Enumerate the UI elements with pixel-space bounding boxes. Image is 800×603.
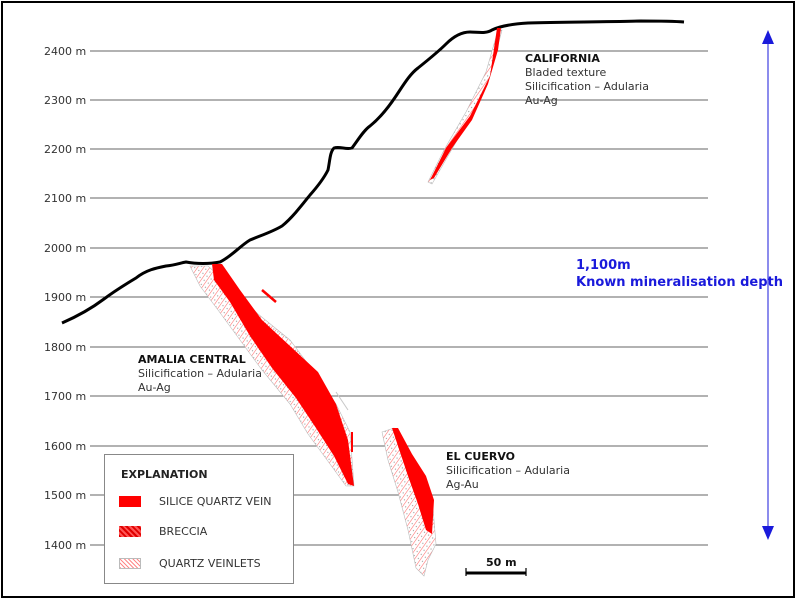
elevation-label: 2200 m [44,143,86,156]
depth-arrow [762,30,774,540]
legend-label: QUARTZ VEINLETS [159,557,261,570]
legend-title: EXPLANATION [121,468,208,481]
elevation-label: 2300 m [44,94,86,107]
zone-title: EL CUERVO [446,450,515,463]
legend-label: BRECCIA [159,525,208,538]
elevation-labels: 2400 m 2300 m 2200 m 2100 m 2000 m 1900 … [44,45,86,552]
zone-title: CALIFORNIA [525,52,600,65]
elevation-label: 2100 m [44,192,86,205]
zone-description: Silicification – Adularia [446,464,570,477]
scale-bar [465,568,527,576]
arrow-up-icon [762,30,774,44]
depth-label: Known mineralisation depth [576,275,783,290]
zone-description: Bladed texture [525,66,607,79]
el-cuervo-vein [381,427,437,577]
california-annotation: CALIFORNIA Bladed texture Silicification… [525,52,649,107]
amalia-central-vein [189,264,355,487]
el-cuervo-annotation: EL CUERVO Silicification – Adularia Ag-A… [446,450,570,491]
elevation-label: 1500 m [44,489,86,502]
legend-swatch-vein [119,496,141,507]
elevation-label: 1900 m [44,291,86,304]
zone-description: Au-Ag [138,381,171,394]
legend-swatch-breccia [119,526,141,537]
elevation-label: 2400 m [44,45,86,58]
topography-profile [61,19,685,325]
legend-swatch-veinlets [119,558,141,569]
amalia-central-annotation: AMALIA CENTRAL Silicification – Adularia… [138,353,262,394]
california-vein [427,28,503,185]
zone-description: Ag-Au [446,478,479,491]
scale-bar-label: 50 m [486,556,517,569]
zone-description: Au-Ag [525,94,558,107]
elevation-label: 1600 m [44,440,86,453]
depth-value: 1,100m [576,258,631,273]
arrow-down-icon [762,526,774,540]
zone-description: Silicification – Adularia [138,367,262,380]
elevation-label: 1400 m [44,539,86,552]
elevation-label: 1700 m [44,390,86,403]
elevation-label: 2000 m [44,242,86,255]
legend: EXPLANATION SILICE QUARTZ VEIN BRECCIA Q… [104,454,294,584]
legend-label: SILICE QUARTZ VEIN [159,495,272,508]
zone-description: Silicification – Adularia [525,80,649,93]
elevation-label: 1800 m [44,341,86,354]
zone-title: AMALIA CENTRAL [138,353,246,366]
